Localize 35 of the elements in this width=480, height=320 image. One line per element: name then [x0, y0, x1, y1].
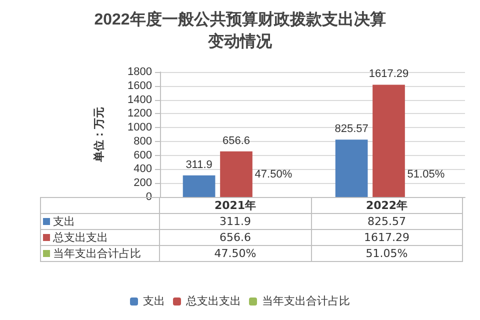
y-tick-label: 1600 [128, 80, 152, 92]
data-label: 47.50% [160, 246, 311, 262]
text: 支出 [53, 215, 75, 228]
data-label: 825.57 [311, 214, 462, 230]
y-tick-label: 1400 [128, 94, 152, 106]
y-tick-label: 600 [134, 149, 152, 162]
text: 656.6 [222, 134, 250, 147]
text: 51.05% [407, 168, 445, 180]
y-tick-label: 1200 [128, 108, 152, 120]
y-tick-label: 1800 [128, 66, 152, 78]
text: 当年支出合计占比 [53, 247, 141, 260]
x-tick-label: 2022年 [311, 198, 462, 214]
bar [372, 84, 405, 197]
bar [220, 151, 252, 197]
y-axis-title: 单位：万元 [92, 107, 106, 163]
legend-label: 当年支出合计占比 [262, 294, 350, 308]
y-tick-label: 1000 [128, 122, 152, 134]
y-tick-label: 200 [134, 177, 152, 190]
data-label: 656.6 [160, 230, 311, 246]
text: 47.50% [254, 168, 292, 180]
text: 825.57 [334, 123, 368, 136]
data-label: 51.05% [311, 246, 462, 262]
y-tick-label: 800 [134, 135, 152, 148]
bar [335, 140, 368, 197]
bar [182, 175, 216, 197]
legend-label: 总支出支出 [185, 294, 241, 308]
x-tick-label: 2021年 [160, 198, 311, 214]
text: 311.9 [186, 158, 212, 171]
data-label: 1617.29 [311, 230, 462, 246]
text: 总支出支出 [53, 231, 108, 244]
text: 1617.29 [368, 68, 409, 80]
chart-title: 2022年度一般公共预算财政拨款支出决算变动情况 [94, 10, 386, 50]
legend-label: 支出 [143, 294, 165, 308]
data-label: 311.9 [160, 214, 311, 230]
y-tick-label: 400 [134, 163, 152, 176]
